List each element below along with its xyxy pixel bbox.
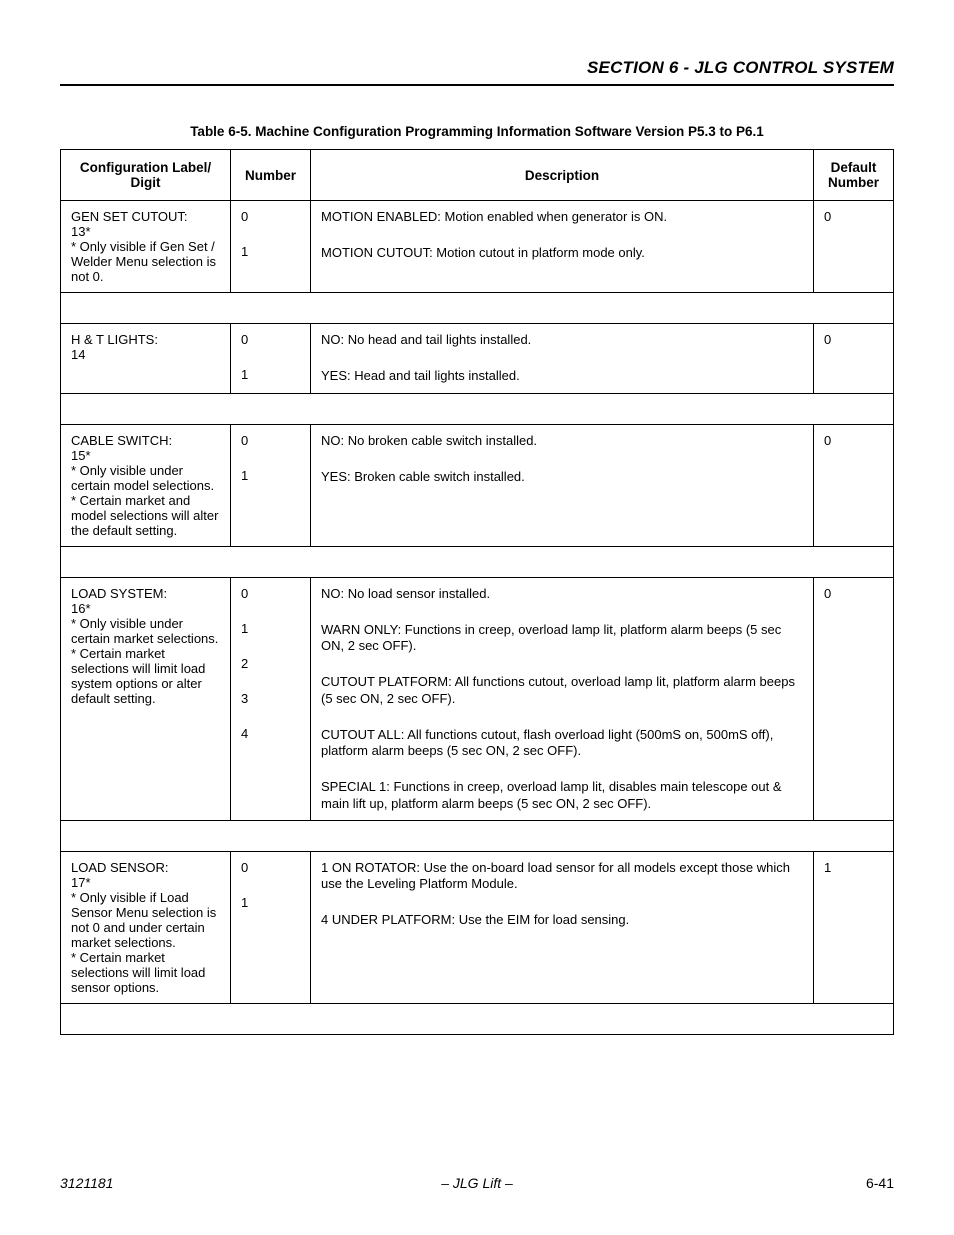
table-row: CABLE SWITCH:15** Only visible under cer… bbox=[61, 424, 894, 546]
description-value: NO: No head and tail lights installed. bbox=[321, 332, 803, 348]
description-value: WARN ONLY: Functions in creep, overload … bbox=[321, 622, 803, 655]
description-value: YES: Head and tail lights installed. bbox=[321, 368, 803, 384]
description-cell: MOTION ENABLED: Motion enabled when gene… bbox=[311, 201, 814, 293]
col-header-default: Default Number bbox=[814, 150, 894, 201]
section-header: SECTION 6 - JLG CONTROL SYSTEM bbox=[60, 58, 894, 78]
config-label-cell: H & T LIGHTS:14 bbox=[61, 324, 231, 394]
table-row: GEN SET CUTOUT:13** Only visible if Gen … bbox=[61, 201, 894, 293]
description-value: NO: No broken cable switch installed. bbox=[321, 433, 803, 449]
spacer-cell bbox=[61, 293, 894, 324]
number-cell: 0 1 2 3 4 bbox=[231, 577, 311, 820]
number-value: 2 bbox=[241, 656, 300, 671]
header-rule bbox=[60, 84, 894, 86]
default-cell: 0 bbox=[814, 424, 894, 546]
config-label-digit: 13* bbox=[71, 224, 220, 239]
default-cell: 0 bbox=[814, 324, 894, 394]
number-value: 0 bbox=[241, 860, 300, 875]
number-cell: 01 bbox=[231, 424, 311, 546]
config-label-cell: GEN SET CUTOUT:13** Only visible if Gen … bbox=[61, 201, 231, 293]
col-header-number: Number bbox=[231, 150, 311, 201]
table-row: LOAD SENSOR:17** Only visible if Load Se… bbox=[61, 851, 894, 1003]
description-value: YES: Broken cable switch installed. bbox=[321, 469, 803, 485]
spacer-cell bbox=[61, 1003, 894, 1034]
number-value: 1 bbox=[241, 244, 300, 259]
description-value: CUTOUT ALL: All functions cutout, flash … bbox=[321, 727, 803, 760]
config-label-digit: 17* bbox=[71, 875, 220, 890]
number-value: 1 bbox=[241, 468, 300, 483]
default-cell: 1 bbox=[814, 851, 894, 1003]
page: SECTION 6 - JLG CONTROL SYSTEM Table 6-5… bbox=[0, 0, 954, 1235]
config-label-digit: 16* bbox=[71, 601, 220, 616]
description-cell: NO: No broken cable switch installed. YES… bbox=[311, 424, 814, 546]
config-label-note: * Only visible if Gen Set / Welder Menu … bbox=[71, 239, 220, 284]
number-value: 1 bbox=[241, 621, 300, 636]
table-header-row: Configuration Label/ Digit Number Descri… bbox=[61, 150, 894, 201]
config-label-note: * Only visible if Load Sensor Menu selec… bbox=[71, 890, 220, 995]
config-label-digit: 15* bbox=[71, 448, 220, 463]
spacer-row bbox=[61, 820, 894, 851]
number-value: 0 bbox=[241, 433, 300, 448]
config-label-title: H & T LIGHTS: bbox=[71, 332, 220, 347]
table-body: GEN SET CUTOUT:13** Only visible if Gen … bbox=[61, 201, 894, 1035]
description-value: SPECIAL 1: Functions in creep, overload … bbox=[321, 779, 803, 812]
description-value: NO: No load sensor installed. bbox=[321, 586, 803, 602]
description-cell: NO: No load sensor installed. WARN ONLY: … bbox=[311, 577, 814, 820]
number-value: 0 bbox=[241, 332, 300, 347]
description-value: MOTION CUTOUT: Motion cutout in platform… bbox=[321, 245, 803, 261]
number-value: 0 bbox=[241, 209, 300, 224]
description-value: 1 ON ROTATOR: Use the on-board load sens… bbox=[321, 860, 803, 893]
table-row: LOAD SYSTEM:16** Only visible under cert… bbox=[61, 577, 894, 820]
table-row: H & T LIGHTS:1401NO: No head and tail li… bbox=[61, 324, 894, 394]
config-label-digit: 14 bbox=[71, 347, 220, 362]
spacer-cell bbox=[61, 820, 894, 851]
config-label-cell: CABLE SWITCH:15** Only visible under cer… bbox=[61, 424, 231, 546]
col-header-label: Configuration Label/ Digit bbox=[61, 150, 231, 201]
number-cell: 01 bbox=[231, 201, 311, 293]
number-value: 3 bbox=[241, 691, 300, 706]
number-value: 4 bbox=[241, 726, 300, 741]
config-label-title: LOAD SENSOR: bbox=[71, 860, 220, 875]
config-label-cell: LOAD SYSTEM:16** Only visible under cert… bbox=[61, 577, 231, 820]
config-label-note: * Only visible under certain model selec… bbox=[71, 463, 220, 538]
number-value: 1 bbox=[241, 895, 300, 910]
table-caption: Table 6-5. Machine Configuration Program… bbox=[60, 124, 894, 139]
description-cell: 1 ON ROTATOR: Use the on-board load sens… bbox=[311, 851, 814, 1003]
description-value: 4 UNDER PLATFORM: Use the EIM for load s… bbox=[321, 912, 803, 928]
config-label-cell: LOAD SENSOR:17** Only visible if Load Se… bbox=[61, 851, 231, 1003]
spacer-row bbox=[61, 1003, 894, 1034]
number-cell: 01 bbox=[231, 324, 311, 394]
default-cell: 0 bbox=[814, 577, 894, 820]
spacer-row bbox=[61, 546, 894, 577]
config-table: Configuration Label/ Digit Number Descri… bbox=[60, 149, 894, 1035]
description-value: MOTION ENABLED: Motion enabled when gene… bbox=[321, 209, 803, 225]
number-cell: 01 bbox=[231, 851, 311, 1003]
number-value: 1 bbox=[241, 367, 300, 382]
spacer-row bbox=[61, 293, 894, 324]
spacer-row bbox=[61, 393, 894, 424]
description-cell: NO: No head and tail lights installed. YE… bbox=[311, 324, 814, 394]
default-cell: 0 bbox=[814, 201, 894, 293]
number-value: 0 bbox=[241, 586, 300, 601]
col-header-description: Description bbox=[311, 150, 814, 201]
config-label-title: LOAD SYSTEM: bbox=[71, 586, 220, 601]
config-label-note: * Only visible under certain market sele… bbox=[71, 616, 220, 706]
footer-center: – JLG Lift – bbox=[60, 1175, 894, 1191]
config-label-title: CABLE SWITCH: bbox=[71, 433, 220, 448]
spacer-cell bbox=[61, 393, 894, 424]
config-label-title: GEN SET CUTOUT: bbox=[71, 209, 220, 224]
page-footer: – JLG Lift – 3121181 6-41 bbox=[60, 1175, 894, 1191]
spacer-cell bbox=[61, 546, 894, 577]
description-value: CUTOUT PLATFORM: All functions cutout, o… bbox=[321, 674, 803, 707]
